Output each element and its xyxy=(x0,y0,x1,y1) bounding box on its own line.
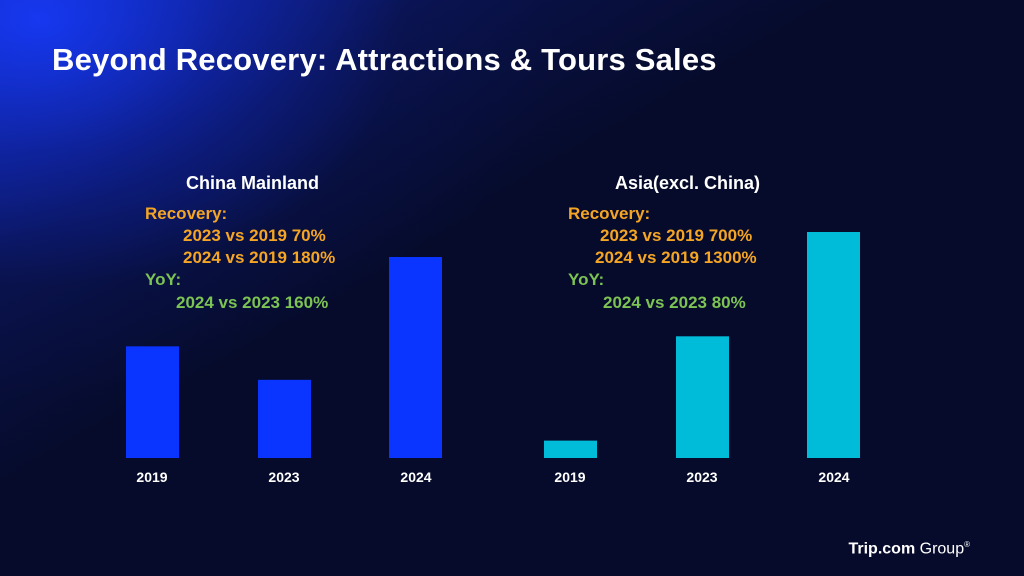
bar-asia-2019 xyxy=(544,440,597,458)
panel-title-china: China Mainland xyxy=(186,173,320,193)
x-tick-label: 2024 xyxy=(400,469,432,485)
bar-china-2024 xyxy=(389,257,442,458)
recovery-label-china: Recovery: xyxy=(145,204,228,223)
brand-name-rest: Group xyxy=(915,540,965,557)
x-tick-label: 2019 xyxy=(136,469,168,485)
yoy-label-china: YoY: xyxy=(145,270,182,289)
x-tick-label: 2023 xyxy=(268,469,300,485)
yoy-line-asia-1: 2024 vs 2023 80% xyxy=(603,293,746,312)
recovery-line-asia-1: 2023 vs 2019 700% xyxy=(600,226,753,245)
bar-china-2019 xyxy=(126,346,179,458)
yoy-label-asia: YoY: xyxy=(568,270,605,289)
slide-title: Beyond Recovery: Attractions & Tours Sal… xyxy=(52,42,717,77)
brand-logo: Trip.com Group® xyxy=(848,540,970,558)
x-tick-label: 2023 xyxy=(686,469,718,485)
x-tick-label: 2019 xyxy=(554,469,586,485)
panel-title-asia: Asia(excl. China) xyxy=(615,173,761,193)
brand-name-bold: Trip.com xyxy=(848,540,916,557)
recovery-label-asia: Recovery: xyxy=(568,204,651,223)
bar-asia-2024 xyxy=(807,232,860,458)
recovery-line-asia-2: 2024 vs 2019 1300% xyxy=(595,248,757,267)
yoy-line-china-1: 2024 vs 2023 160% xyxy=(176,293,329,312)
x-tick-label: 2024 xyxy=(818,469,850,485)
bar-china-2023 xyxy=(258,379,311,458)
bar-asia-2023 xyxy=(676,336,729,458)
brand-mark: ® xyxy=(964,539,970,549)
recovery-line-china-2: 2024 vs 2019 180% xyxy=(183,248,336,267)
recovery-line-china-1: 2023 vs 2019 70% xyxy=(183,226,326,245)
